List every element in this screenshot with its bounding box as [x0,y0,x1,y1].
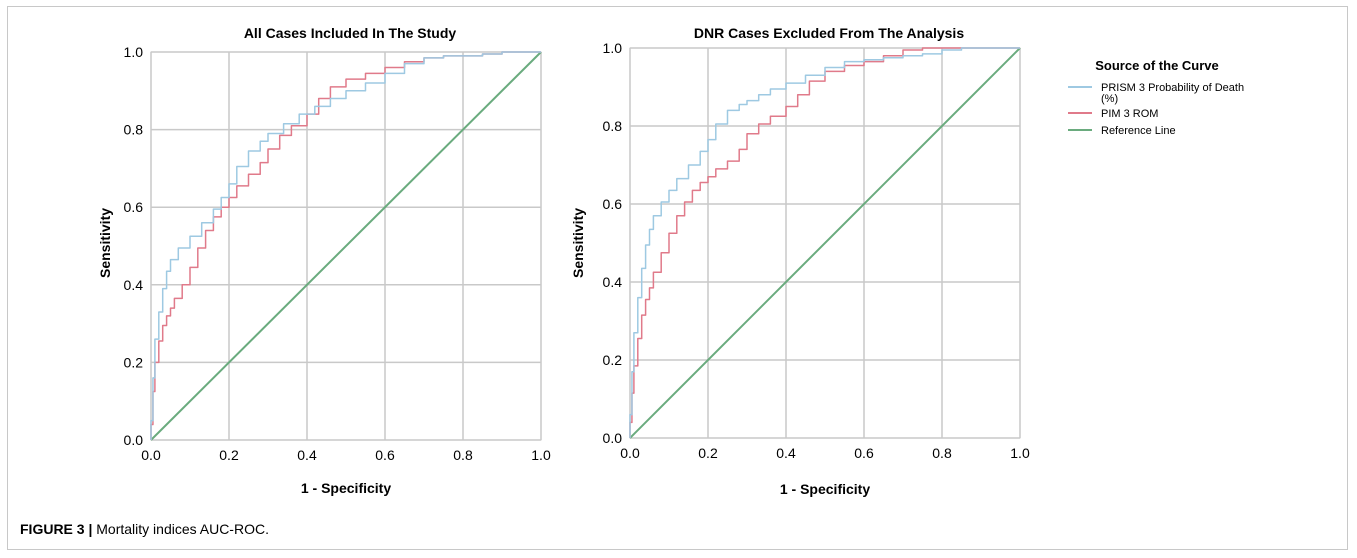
y-tick-label: 0.8 [603,118,623,134]
prism3-curve [629,47,1020,438]
y-tick-label: 0.6 [603,196,623,212]
x-axis-label: 1 - Specificity [780,481,870,497]
y-tick-label: 0.2 [603,352,623,368]
chart-title: All Cases Included In The Study [244,25,457,41]
y-axis-label: Sensitivity [97,208,113,278]
caption-label: FIGURE 3 | [20,521,93,537]
legend-entry-label: PIM 3 ROM [1101,108,1158,120]
x-tick-label: 0.4 [297,447,317,463]
x-axis-label: 1 - Specificity [301,480,391,496]
x-tick-label: 0.6 [375,447,395,463]
y-tick-label: 0.0 [603,430,623,446]
x-tick-label: 0.2 [219,447,239,463]
x-tick-label: 0.2 [698,445,718,461]
x-tick-label: 1.0 [1010,445,1030,461]
reference-line [629,47,1021,439]
y-tick-label: 1.0 [603,40,623,56]
legend-title: Source of the Curve [1095,58,1219,73]
x-tick-label: 0.4 [776,445,796,461]
x-tick-label: 0.6 [854,445,874,461]
y-tick-label: 0.6 [124,199,144,215]
y-tick-label: 0.0 [124,432,144,448]
y-tick-label: 0.8 [124,122,144,138]
legend-entry-label-cont: (%) [1101,93,1118,105]
y-tick-label: 0.4 [124,277,144,293]
pim3-curve [150,51,541,440]
prism3-curve [150,51,541,440]
x-tick-label: 0.0 [141,447,161,463]
figure-frame [7,6,1348,550]
chart-title: DNR Cases Excluded From The Analysis [694,25,964,41]
x-tick-label: 0.0 [620,445,640,461]
chart-all-cases: All Cases Included In The Study 0.0 0.2 0.… [97,25,551,496]
figure-caption: FIGURE 3 | Mortality indices AUC-ROC. [20,521,269,537]
x-tick-label: 0.8 [453,447,473,463]
y-tick-label: 0.2 [124,354,144,370]
pim3-curve [629,47,1020,438]
y-tick-label: 0.4 [603,274,623,290]
chart-dnr-excluded: DNR Cases Excluded From The Analysis 0.0… [570,25,1030,497]
legend: Source of the Curve PRISM 3 Probability … [1068,58,1244,137]
reference-line [150,51,542,441]
y-axis-label: Sensitivity [570,208,586,278]
caption-text: Mortality indices AUC-ROC. [96,521,269,537]
legend-entry-label: Reference Line [1101,125,1176,137]
x-tick-label: 1.0 [531,447,551,463]
legend-entry-label: PRISM 3 Probability of Death [1101,82,1244,94]
y-tick-label: 1.0 [124,44,144,60]
x-tick-label: 0.8 [932,445,952,461]
